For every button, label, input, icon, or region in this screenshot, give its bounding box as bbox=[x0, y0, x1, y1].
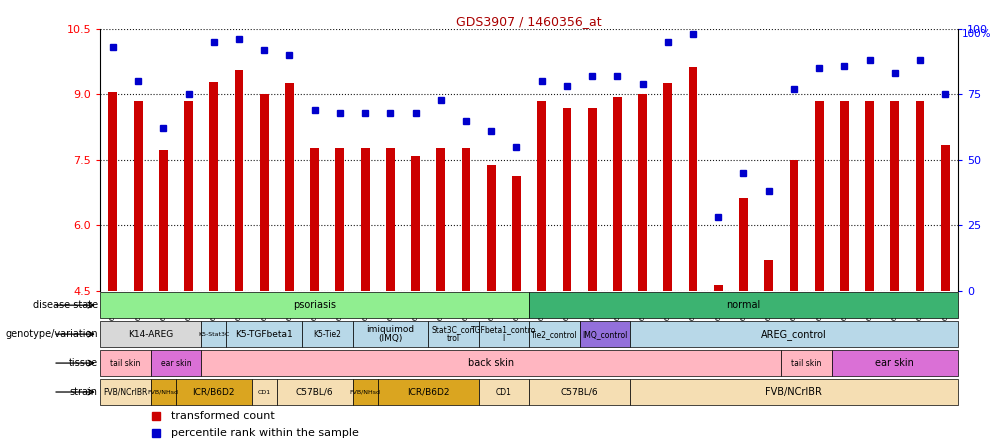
Text: back skin: back skin bbox=[468, 358, 514, 368]
Bar bbox=[100, 350, 150, 376]
Bar bbox=[831, 350, 957, 376]
Bar bbox=[158, 150, 167, 291]
Bar bbox=[629, 321, 957, 347]
Bar bbox=[150, 350, 201, 376]
Text: IMQ_control: IMQ_control bbox=[581, 329, 627, 339]
Text: tail skin: tail skin bbox=[791, 359, 821, 368]
Text: disease state: disease state bbox=[33, 300, 97, 310]
Bar bbox=[335, 147, 344, 291]
Text: C57BL/6: C57BL/6 bbox=[560, 388, 598, 396]
Bar bbox=[478, 321, 529, 347]
Bar bbox=[512, 176, 520, 291]
Bar bbox=[378, 379, 478, 405]
Bar bbox=[537, 101, 545, 291]
Bar bbox=[940, 144, 949, 291]
Bar bbox=[915, 101, 924, 291]
Bar bbox=[713, 285, 722, 291]
Bar bbox=[352, 321, 428, 347]
Bar bbox=[100, 321, 201, 347]
Text: ear skin: ear skin bbox=[875, 358, 914, 368]
Text: ear skin: ear skin bbox=[160, 359, 191, 368]
Bar bbox=[529, 379, 629, 405]
Bar bbox=[352, 379, 378, 405]
Bar bbox=[133, 101, 142, 291]
Bar bbox=[529, 321, 579, 347]
Text: CD1: CD1 bbox=[258, 389, 271, 395]
Bar bbox=[781, 350, 831, 376]
Text: CD1: CD1 bbox=[495, 388, 511, 396]
Bar bbox=[562, 108, 571, 291]
Bar bbox=[285, 83, 294, 291]
Text: TGFbeta1_contro
l: TGFbeta1_contro l bbox=[471, 325, 536, 343]
Bar bbox=[461, 147, 470, 291]
Bar bbox=[688, 67, 696, 291]
Bar bbox=[226, 321, 302, 347]
Text: Stat3C_con
trol: Stat3C_con trol bbox=[431, 325, 475, 343]
Bar bbox=[865, 101, 873, 291]
Text: Tie2_control: Tie2_control bbox=[530, 329, 577, 339]
Bar bbox=[789, 160, 798, 291]
Bar bbox=[175, 379, 252, 405]
Bar bbox=[579, 321, 629, 347]
Text: ICR/B6D2: ICR/B6D2 bbox=[192, 388, 234, 396]
Bar bbox=[411, 156, 420, 291]
Text: 100%: 100% bbox=[961, 29, 991, 39]
Bar bbox=[637, 94, 646, 291]
Text: percentile rank within the sample: percentile rank within the sample bbox=[170, 428, 358, 438]
Bar bbox=[252, 379, 277, 405]
Title: GDS3907 / 1460356_at: GDS3907 / 1460356_at bbox=[456, 15, 601, 28]
Text: tail skin: tail skin bbox=[110, 359, 140, 368]
Bar bbox=[428, 321, 478, 347]
Bar bbox=[150, 379, 175, 405]
Text: psoriasis: psoriasis bbox=[293, 300, 336, 310]
Bar bbox=[302, 321, 352, 347]
Bar bbox=[890, 101, 899, 291]
Bar bbox=[587, 108, 596, 291]
Bar bbox=[260, 94, 269, 291]
Bar bbox=[201, 321, 226, 347]
Bar bbox=[100, 292, 529, 318]
Text: FVB/NHsd: FVB/NHsd bbox=[147, 389, 178, 395]
Bar bbox=[310, 147, 319, 291]
Text: normal: normal bbox=[725, 300, 760, 310]
Bar bbox=[201, 350, 781, 376]
Bar bbox=[478, 379, 529, 405]
Text: K5-TGFbeta1: K5-TGFbeta1 bbox=[235, 329, 293, 339]
Bar bbox=[738, 198, 747, 291]
Text: FVB/NHsd: FVB/NHsd bbox=[350, 389, 380, 395]
Bar bbox=[277, 379, 352, 405]
Bar bbox=[100, 379, 150, 405]
Text: imiquimod
(IMQ): imiquimod (IMQ) bbox=[366, 325, 414, 343]
Text: C57BL/6: C57BL/6 bbox=[296, 388, 334, 396]
Text: FVB/NCrIBR: FVB/NCrIBR bbox=[765, 387, 822, 397]
Text: K5-Stat3C: K5-Stat3C bbox=[198, 332, 229, 337]
Bar bbox=[436, 147, 445, 291]
Bar bbox=[839, 101, 848, 291]
Text: transformed count: transformed count bbox=[170, 411, 275, 421]
Text: K14-AREG: K14-AREG bbox=[128, 329, 173, 339]
Text: FVB/NCrIBR: FVB/NCrIBR bbox=[103, 388, 147, 396]
Bar bbox=[234, 70, 243, 291]
Text: genotype/variation: genotype/variation bbox=[5, 329, 97, 339]
Text: tissue: tissue bbox=[68, 358, 97, 368]
Bar bbox=[108, 92, 117, 291]
Bar bbox=[361, 147, 369, 291]
Text: ICR/B6D2: ICR/B6D2 bbox=[407, 388, 449, 396]
Bar bbox=[814, 101, 823, 291]
Bar bbox=[764, 260, 773, 291]
Text: K5-Tie2: K5-Tie2 bbox=[313, 329, 341, 339]
Text: strain: strain bbox=[70, 387, 97, 397]
Text: AREG_control: AREG_control bbox=[761, 329, 826, 340]
Bar bbox=[486, 165, 495, 291]
Bar bbox=[612, 96, 621, 291]
Bar bbox=[529, 292, 957, 318]
Bar bbox=[629, 379, 957, 405]
Bar bbox=[662, 83, 671, 291]
Bar bbox=[386, 147, 395, 291]
Bar bbox=[209, 82, 218, 291]
Bar bbox=[184, 101, 192, 291]
